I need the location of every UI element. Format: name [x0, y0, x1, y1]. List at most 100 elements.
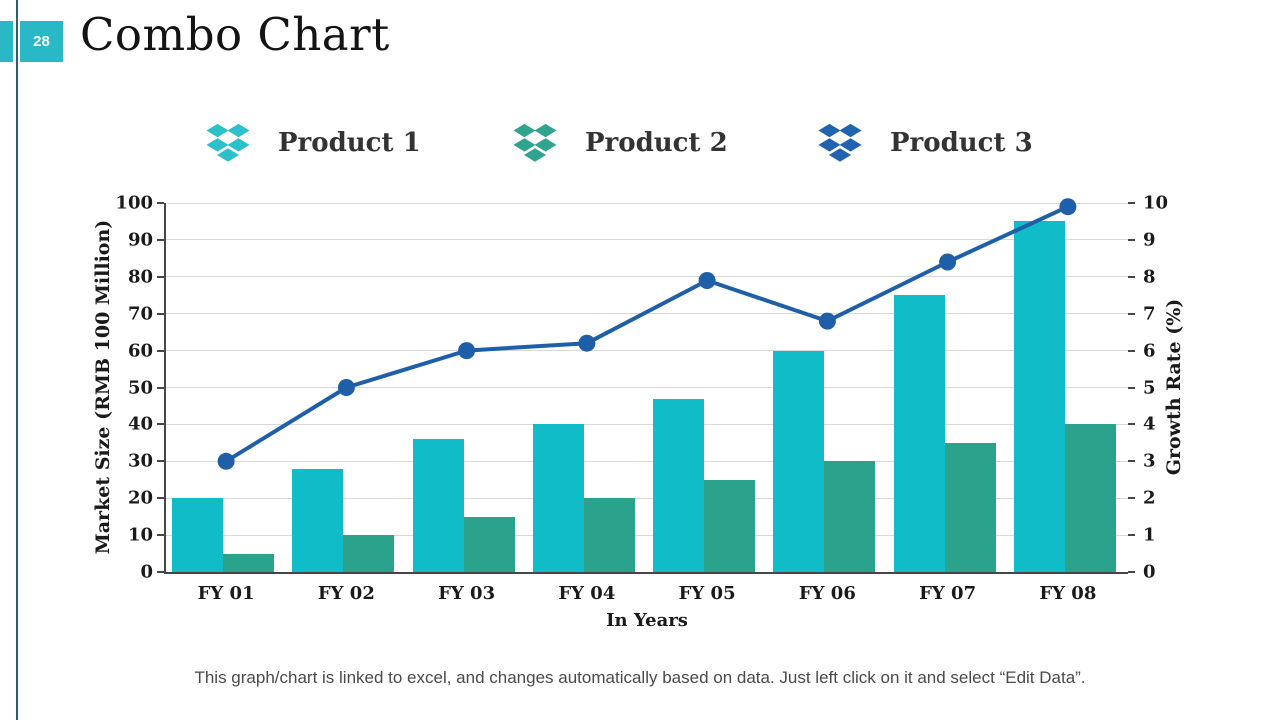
line-marker-fy-02[interactable] — [337, 379, 355, 396]
line-marker-fy-06[interactable] — [818, 312, 836, 330]
footer-note: This graph/chart is linked to excel, and… — [194, 668, 1086, 687]
y-axis-tick-right — [1128, 423, 1135, 426]
y-axis-tick-left — [157, 386, 164, 389]
y-axis-tick-label-left: 30 — [127, 450, 153, 472]
bar-product-2-fy-05[interactable] — [704, 479, 755, 572]
dropbox-logo-icon — [818, 123, 862, 162]
y-axis-tick-label-right: 5 — [1143, 377, 1156, 398]
slide-title: Combo Chart — [80, 8, 390, 61]
x-axis-tick-label: FY 06 — [798, 583, 856, 604]
y-axis-tick-left — [157, 238, 164, 241]
gridline — [166, 239, 1128, 241]
y-axis-tick-label-left: 80 — [127, 266, 153, 288]
legend-item-product-3[interactable]: Product 3 — [817, 118, 1033, 168]
y-axis-tick-label-left: 10 — [127, 524, 153, 546]
gridline — [166, 350, 1128, 352]
bar-product-1-fy-02[interactable] — [292, 468, 344, 572]
growth-rate-line-series[interactable] — [166, 198, 1128, 572]
plot-area[interactable]: In Years 0 10 20 30 40 50 60 70 80 90 100 0 1 2 3 4 5 6 7 8… — [115, 193, 1168, 632]
y-axis-tick-label-left: 70 — [127, 303, 153, 325]
bar-product-1-fy-01[interactable] — [172, 498, 223, 572]
y-axis-tick-left — [157, 534, 164, 537]
legend-label: Product 2 — [585, 128, 728, 158]
bar-product-2-fy-07[interactable] — [944, 442, 996, 572]
y-axis-tick-right — [1128, 202, 1135, 204]
y-axis-tick-left — [157, 275, 164, 278]
x-axis-tick-label: FY 05 — [678, 583, 736, 604]
vertical-border-line — [16, 0, 18, 720]
x-axis-tick-label: FY 01 — [197, 583, 255, 604]
gridline — [166, 276, 1128, 278]
gridline — [166, 387, 1128, 388]
bar-product-2-fy-03[interactable] — [463, 516, 515, 572]
page-number-badge: 28 — [20, 21, 63, 62]
x-axis-tick-label: FY 02 — [317, 583, 375, 604]
line-marker-fy-04[interactable] — [578, 334, 596, 352]
y-axis-tick-right — [1128, 312, 1135, 315]
y-axis-tick-label-right: 8 — [1143, 266, 1156, 288]
y-axis-tick-label-right: 0 — [1143, 561, 1156, 583]
y-axis-tick-right — [1128, 238, 1135, 241]
dropbox-logo-icon — [513, 123, 557, 162]
gridline — [166, 497, 1128, 499]
y-axis-tick-label-right: 2 — [1143, 487, 1156, 509]
y-axis-tick-label-left: 100 — [115, 192, 153, 214]
bar-product-1-fy-07[interactable] — [893, 295, 945, 572]
dropbox-logo-icon — [206, 123, 250, 162]
y-axis-tick-label-right: 9 — [1143, 229, 1156, 251]
line-marker-fy-03[interactable] — [458, 342, 476, 360]
line-marker-fy-07[interactable] — [939, 253, 957, 271]
y-axis-tick-left — [157, 349, 164, 352]
bar-product-1-fy-06[interactable] — [773, 350, 825, 572]
line-marker-fy-05[interactable] — [698, 272, 716, 289]
y-axis-tick-right — [1128, 386, 1135, 389]
y-axis-tick-label-right: 1 — [1143, 524, 1156, 546]
legend-item-product-1[interactable]: Product 1 — [205, 118, 421, 168]
bar-product-1-fy-05[interactable] — [653, 398, 704, 572]
y-axis-tick-left — [157, 202, 164, 204]
y-axis-tick-label-left: 60 — [127, 340, 153, 362]
y-axis-tick-label-right: 10 — [1143, 192, 1169, 214]
left-edge-accent-bar — [0, 21, 13, 62]
y-axis-tick-left — [157, 497, 164, 500]
bar-product-2-fy-04[interactable] — [583, 498, 635, 572]
y-axis-tick-label-right: 6 — [1143, 340, 1156, 362]
legend-item-product-2[interactable]: Product 2 — [512, 118, 728, 168]
bar-product-2-fy-02[interactable] — [343, 535, 395, 572]
line-marker-fy-08[interactable] — [1059, 198, 1077, 216]
x-axis-tick-label: FY 04 — [558, 583, 616, 604]
y-axis-tick-label-left: 50 — [127, 377, 153, 398]
y-axis-tick-right — [1128, 460, 1135, 463]
right-y-axis-title: Growth Rate (%) — [1163, 298, 1185, 476]
bar-product-1-fy-04[interactable] — [532, 424, 584, 572]
bar-product-2-fy-08[interactable] — [1064, 424, 1116, 572]
left-y-axis-title: Market Size (RMB 100 Million) — [92, 219, 114, 555]
bar-product-1-fy-03[interactable] — [412, 439, 464, 572]
x-axis-title: In Years — [606, 610, 688, 631]
y-axis-tick-label-left: 20 — [127, 487, 153, 509]
y-axis-tick-left — [157, 460, 164, 463]
gridline — [166, 202, 1128, 204]
y-axis-tick-right — [1128, 534, 1135, 537]
gridline — [166, 460, 1128, 462]
line-path — [225, 204, 1069, 464]
bar-product-2-fy-06[interactable] — [824, 461, 876, 572]
bar-product-1-fy-08[interactable] — [1013, 221, 1065, 572]
bar-product-2-fy-01[interactable] — [223, 553, 274, 572]
y-axis-tick-label-left: 90 — [127, 229, 153, 251]
y-axis-tick-label-right: 7 — [1143, 303, 1156, 325]
y-axis-tick-left — [157, 423, 164, 426]
x-axis-tick-label: FY 08 — [1039, 583, 1097, 604]
x-axis-tick-label: FY 07 — [919, 583, 977, 604]
x-axis-tick-label: FY 03 — [438, 583, 496, 604]
y-axis-tick-right — [1128, 275, 1135, 278]
y-axis-tick-label-left: 40 — [127, 413, 153, 435]
y-axis-tick-label-left: 0 — [140, 561, 153, 583]
legend-label: Product 1 — [278, 128, 421, 158]
line-marker-fy-01[interactable] — [217, 452, 235, 470]
gridline — [166, 534, 1128, 536]
y-axis-tick-right — [1128, 349, 1135, 352]
gridline — [166, 423, 1128, 425]
y-axis-tick-right — [1128, 571, 1135, 573]
